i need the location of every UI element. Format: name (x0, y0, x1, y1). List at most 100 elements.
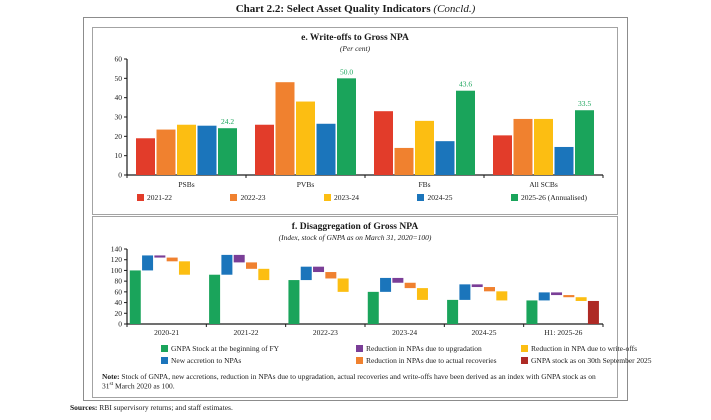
bar-2022-23-writeoffs (337, 278, 349, 292)
bar-2024-25-accretion (459, 284, 471, 300)
legend-swatch (356, 345, 363, 352)
bar-FBs-2025-26 (Annualised) (456, 90, 475, 175)
panel-e-title: e. Write-offs to Gross NPA (301, 33, 409, 43)
bar-2021-22-begin (209, 274, 221, 324)
bar-2022-23-recoveries (325, 272, 337, 279)
bar-2023-24-upgradation (392, 277, 404, 283)
chart-outer-frame: e. Write-offs to Gross NPA (Per cent) 0 1… (83, 17, 652, 401)
y-axis-label: 20 (115, 309, 123, 318)
legend-swatch (521, 357, 528, 364)
panel-f-subtitle: (Index, stock of GNPA as on March 31, 20… (278, 233, 432, 242)
y-axis-label: 50 (115, 74, 123, 83)
bar-H1: 2025-26-begin (526, 300, 538, 324)
bar-PSBs-2022-23 (156, 129, 176, 175)
value-label: 33.5 (578, 99, 591, 108)
panel-f-legend: GNPA Stock at the beginning of FY Reducti… (161, 344, 652, 365)
bar-All SCBs-2025-26 (Annualised) (575, 110, 594, 175)
bar-All SCBs-2023-24 (534, 118, 553, 175)
y-axis-label: 120 (111, 255, 123, 264)
category-label: PSBs (178, 180, 194, 189)
y-axis-label: 60 (115, 287, 123, 296)
legend-swatch (230, 194, 238, 201)
bar-2024-25-begin (447, 299, 459, 324)
legend-swatch (137, 194, 144, 201)
legend-swatch (161, 345, 168, 352)
category-label: 2023-24 (392, 328, 417, 337)
legend-label: GNPA stock as on 30th September 2025 (531, 356, 652, 365)
panel-f-note: Note: Stock of GNPA, new accretions, red… (102, 372, 608, 391)
sources-text: RBI supervisory returns; and staff estim… (97, 403, 233, 412)
legend-swatch (417, 194, 425, 201)
bar-All SCBs-2021-22 (493, 135, 512, 175)
legend-item-2024-25: 2024-25 (417, 193, 452, 202)
legend-label: 2021-22 (147, 193, 172, 202)
bar-All SCBs-2022-23 (513, 118, 533, 175)
note-text-2: March 2020 as 100. (113, 381, 175, 391)
note-label: Note: (102, 372, 120, 381)
bar-2021-22-recoveries (246, 262, 257, 269)
y-axis-label: 0 (118, 171, 122, 180)
bar-PVBs-2023-24 (296, 101, 315, 175)
value-label: 24.2 (221, 117, 234, 126)
y-axis-label: 0 (118, 320, 122, 329)
legend-label: 2022-23 (240, 193, 266, 202)
legend-label: Reduction in NPA due to write-offs (531, 344, 638, 353)
bar-2023-24-accretion (380, 277, 392, 292)
bar-All SCBs-2024-25 (554, 146, 574, 175)
panel-e-legend: 2021-22 2022-23 2023-24 2024-25 2025-26 (Ann… (137, 193, 587, 202)
legend-label: 2024-25 (427, 193, 453, 202)
y-axis-label: 40 (115, 93, 123, 102)
legend-item-writeoffs: Reduction in NPA due to write-offs (521, 344, 652, 353)
bar-2024-25-writeoffs (496, 291, 508, 301)
bar-2021-22-accretion (221, 254, 233, 275)
legend-swatch (356, 357, 363, 364)
legend-item-upgradation: Reduction in NPAs due to upgradation (356, 344, 521, 353)
bar-2024-25-upgradation (471, 284, 483, 288)
legend-item-2021-22: 2021-22 (137, 193, 172, 202)
y-axis-label: 30 (115, 113, 123, 122)
note-text-1: Stock of GNPA, new accretions, reduction… (102, 372, 596, 391)
bar-2022-23-upgradation (313, 266, 325, 273)
bar-2020-21-upgradation (154, 255, 166, 258)
legend-label: 2023-24 (333, 193, 359, 202)
bar-2023-24-begin (367, 291, 379, 324)
panel-disaggregation: f. Disaggregation of Gross NPA (Index, s… (92, 216, 652, 398)
legend-item-2025-26 (Annualised): 2025-26 (Annualised) (510, 193, 587, 202)
bar-2022-23-accretion (300, 266, 312, 281)
category-label: FBs (418, 180, 430, 189)
bar-PSBs-2023-24 (177, 124, 196, 175)
category-label: 2024-25 (472, 328, 497, 337)
legend-item-begin: GNPA Stock at the beginning of FY (161, 344, 356, 353)
bar-PVBs-2024-25 (316, 123, 336, 175)
bar-2023-24-recoveries (404, 282, 416, 289)
chart-main-title-text: Chart 2.2: Select Asset Quality Indicato… (235, 3, 431, 15)
bar-2021-22-upgradation (233, 254, 245, 263)
bar-H1: 2025-26-accretion (538, 292, 550, 301)
legend-label: Reduction in NPAs due to actual recoveri… (366, 356, 497, 365)
bar-2020-21-recoveries (166, 257, 178, 262)
bar-H1: 2025-26-writeoffs (575, 297, 587, 301)
bar-2023-24-writeoffs (416, 288, 428, 300)
y-axis-label: 100 (111, 266, 123, 275)
y-axis-label: 40 (115, 298, 123, 307)
bar-FBs-2021-22 (374, 111, 393, 175)
panel-e-subtitle: (Per cent) (339, 44, 371, 53)
bar-H1: 2025-26-stock_sep2025 (587, 300, 599, 324)
legend-swatch (161, 357, 168, 364)
value-label: 43.6 (459, 80, 472, 89)
sources-line: Sources: RBI supervisory returns; and st… (70, 403, 233, 412)
note-sup: st (109, 381, 114, 388)
bar-H1: 2025-26-upgradation (551, 292, 563, 296)
panel-f-title: f. Disaggregation of Gross NPA (291, 222, 419, 232)
category-label: H1: 2025-26 (544, 328, 582, 337)
panel-write-offs: e. Write-offs to Gross NPA (Per cent) 0 1… (92, 27, 618, 215)
legend-label: 2025-26 (Annualised) (520, 193, 587, 202)
bar-PVBs-2021-22 (255, 124, 274, 175)
category-label: 2022-23 (313, 328, 338, 337)
bar-PVBs-2022-23 (275, 82, 295, 175)
bar-FBs-2022-23 (394, 147, 414, 175)
legend-swatch (510, 194, 518, 201)
bar-2021-22-writeoffs (258, 268, 270, 281)
y-axis-label: 140 (111, 245, 123, 254)
